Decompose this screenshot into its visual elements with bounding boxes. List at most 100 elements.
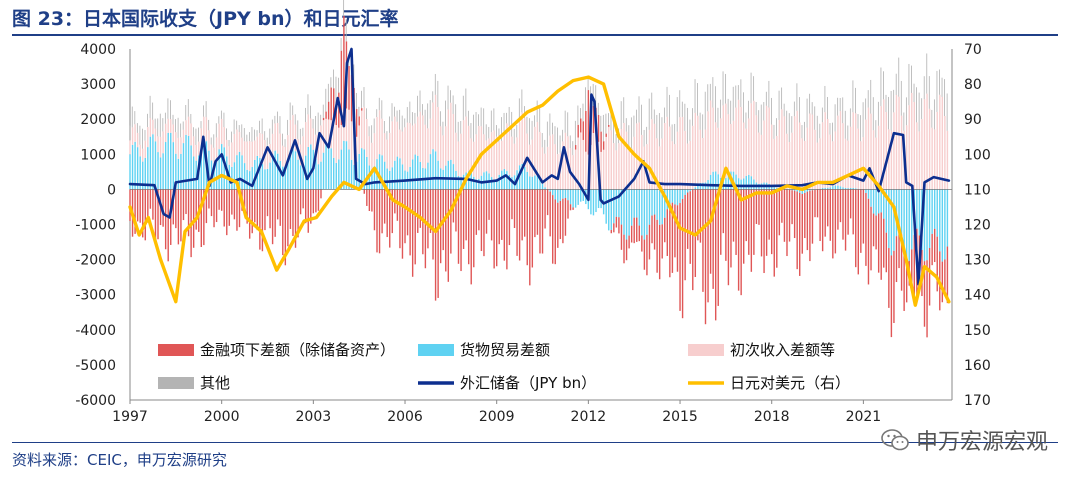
goods-trade-bar <box>928 189 931 248</box>
primary-income-bar <box>694 112 697 188</box>
goods-trade-bar <box>511 177 513 190</box>
other-bar <box>814 106 816 130</box>
primary-income-bar <box>837 115 839 186</box>
financial-account-bar <box>883 218 885 268</box>
primary-income-bar <box>580 132 582 190</box>
other-bar <box>804 121 805 141</box>
primary-income-bar <box>600 151 602 190</box>
primary-income-bar <box>287 135 289 159</box>
financial-account-bar <box>218 189 220 210</box>
financial-account-bar <box>455 189 457 232</box>
financial-account-bar <box>534 189 536 238</box>
goods-trade-bar <box>880 189 882 213</box>
goods-trade-bar <box>501 170 503 190</box>
other-bar <box>152 102 154 120</box>
other-bar <box>343 0 345 16</box>
primary-income-bar <box>557 154 559 190</box>
goods-trade-bar <box>567 189 569 201</box>
goods-trade-bar <box>852 187 854 190</box>
primary-income-bar <box>251 141 253 168</box>
primary-income-bar <box>834 131 837 186</box>
goods-trade-bar <box>867 189 870 199</box>
primary-income-bar <box>916 122 918 190</box>
other-bar <box>877 101 879 126</box>
primary-income-bar <box>707 111 709 180</box>
other-bar <box>939 69 940 95</box>
financial-account-bar <box>778 189 781 236</box>
other-bar <box>437 80 439 108</box>
financial-account-bar <box>791 190 793 225</box>
primary-income-bar <box>653 123 656 190</box>
primary-income-bar <box>562 141 564 190</box>
financial-account-bar <box>266 189 269 217</box>
goods-trade-bar <box>271 154 274 190</box>
primary-income-bar <box>432 102 434 150</box>
financial-account-bar <box>557 202 559 248</box>
goods-trade-bar <box>350 159 353 190</box>
financial-account-bar <box>641 235 643 252</box>
other-bar <box>905 97 907 126</box>
primary-income-bar <box>187 116 190 136</box>
financial-account-bar <box>664 217 666 243</box>
goods-trade-bar <box>427 162 429 190</box>
goods-trade-bar <box>890 189 893 256</box>
primary-income-bar <box>702 137 704 183</box>
other-bar <box>139 125 141 145</box>
financial-account-bar <box>129 189 131 221</box>
x-tick-label: 2006 <box>387 409 423 425</box>
other-bar <box>699 112 701 130</box>
financial-account-bar <box>228 189 231 226</box>
financial-account-bar <box>620 224 623 250</box>
other-bar <box>666 86 668 117</box>
other-bar <box>391 103 393 122</box>
other-bar <box>210 137 212 145</box>
goods-trade-bar <box>676 189 679 206</box>
goods-trade-bar <box>534 175 536 190</box>
x-tick-label: 2003 <box>296 409 332 425</box>
primary-income-bar <box>905 125 908 190</box>
source-divider <box>12 442 1058 443</box>
other-bar <box>554 126 556 145</box>
primary-income-bar <box>434 94 437 152</box>
financial-account-bar <box>383 189 386 224</box>
goods-trade-bar <box>646 189 648 235</box>
primary-income-bar <box>447 109 450 161</box>
goods-trade-bar <box>669 189 671 204</box>
financial-account-bar <box>768 189 770 240</box>
primary-income-bar <box>462 120 465 175</box>
primary-income-bar <box>875 137 877 190</box>
other-bar <box>200 121 202 129</box>
other-bar <box>681 101 683 117</box>
primary-income-bar <box>485 140 488 172</box>
primary-income-bar <box>781 109 783 189</box>
primary-income-bar <box>857 128 859 189</box>
source-note: 资料来源：CEIC，申万宏源研究 <box>12 451 227 469</box>
financial-account-bar <box>559 201 562 240</box>
goods-trade-bar <box>847 188 849 190</box>
other-bar <box>712 77 714 108</box>
goods-trade-bar <box>302 163 304 190</box>
primary-income-bar <box>152 119 154 135</box>
other-bar <box>574 120 576 146</box>
financial-account-bar <box>806 191 809 251</box>
financial-account-bar <box>498 189 500 245</box>
primary-income-bar <box>745 128 747 176</box>
financial-account-bar <box>256 189 259 231</box>
other-bar <box>381 100 383 119</box>
other-bar <box>259 120 261 133</box>
goods-trade-bar <box>557 189 559 203</box>
other-bar <box>727 98 729 115</box>
right-tick-label: 90 <box>964 112 982 128</box>
financial-account-bar <box>722 189 725 234</box>
primary-income-bar <box>424 124 427 169</box>
financial-account-bar <box>931 233 933 266</box>
other-bar <box>656 114 658 139</box>
goods-trade-bar <box>345 141 348 190</box>
other-bar <box>434 73 436 95</box>
primary-income-bar <box>411 125 414 160</box>
financial-account-bar <box>653 214 656 250</box>
primary-income-bar <box>266 145 269 169</box>
financial-account-bar <box>475 189 478 235</box>
primary-income-bar <box>363 106 365 150</box>
other-bar <box>758 110 760 133</box>
